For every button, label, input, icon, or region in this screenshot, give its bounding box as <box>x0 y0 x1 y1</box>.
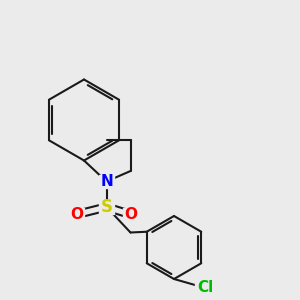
Text: O: O <box>124 207 137 222</box>
Text: N: N <box>100 174 113 189</box>
Text: S: S <box>100 198 112 216</box>
Bar <box>123 208 138 221</box>
Bar <box>99 175 114 188</box>
Bar <box>99 200 114 214</box>
Bar <box>69 208 84 221</box>
Bar <box>195 281 216 295</box>
Text: Cl: Cl <box>197 280 214 296</box>
Text: O: O <box>70 207 83 222</box>
